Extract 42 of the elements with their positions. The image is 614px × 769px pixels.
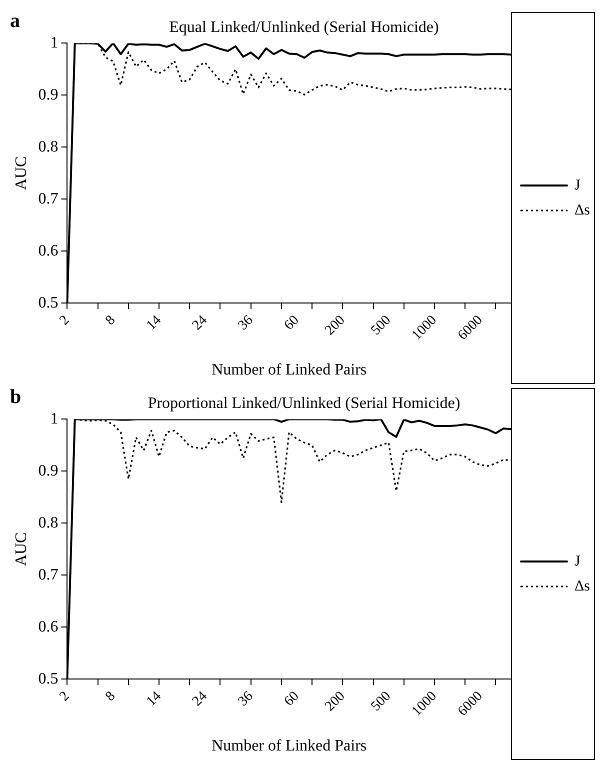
y-axis-title: AUC — [12, 532, 30, 566]
x-tick-label: 6000 — [455, 688, 486, 720]
y-tick-label: 0.8 — [38, 514, 58, 532]
x-tick-label: 24 — [190, 312, 210, 334]
legend-label: J — [574, 553, 581, 570]
x-tick-label: 500 — [368, 688, 394, 714]
chart-title: Equal Linked/Unlinked (Serial Homicide) — [169, 18, 439, 36]
x-tick-label: 8 — [102, 312, 119, 328]
y-tick-label: 0.7 — [38, 190, 58, 208]
legend-label: Δs — [574, 202, 590, 218]
x-tick-label: 8 — [102, 688, 119, 704]
y-tick-label: 0.5 — [38, 294, 58, 312]
y-tick-label: 0.6 — [38, 618, 58, 636]
legend-label: Δs — [574, 578, 590, 594]
legend-label: J — [574, 177, 581, 194]
y-tick-label: 1 — [50, 410, 58, 428]
x-tick-label: 200 — [322, 312, 348, 338]
y-tick-label: 1 — [50, 34, 58, 52]
text: b — [10, 386, 22, 409]
x-tick-label: 14 — [144, 688, 164, 710]
x-tick-label: 2 — [57, 688, 73, 704]
y-tick-label: 0.9 — [38, 86, 58, 104]
x-tick-label: 200 — [322, 688, 348, 714]
x-tick-label: 60 — [282, 688, 302, 710]
y-tick-label: 0.7 — [38, 566, 58, 584]
x-tick-label: 60 — [282, 312, 302, 334]
y-tick-label: 0.8 — [38, 138, 58, 156]
x-axis-title: Number of Linked Pairs — [212, 362, 367, 379]
y-tick-label: 0.6 — [38, 242, 58, 260]
y-axis-title: AUC — [12, 156, 30, 190]
text: a — [10, 10, 20, 33]
x-axis-title: Number of Linked Pairs — [212, 738, 367, 755]
x-tick-label: 6000 — [455, 312, 486, 344]
x-tick-label: 14 — [144, 312, 164, 334]
x-tick-label: 500 — [368, 312, 394, 338]
x-tick-label: 36 — [236, 312, 256, 334]
y-tick-label: 0.9 — [38, 462, 58, 480]
y-tick-label: 0.5 — [38, 670, 58, 688]
x-tick-label: 36 — [236, 688, 256, 710]
x-tick-label: 24 — [190, 688, 210, 710]
x-tick-label: 2 — [57, 312, 73, 328]
chart-title: Proportional Linked/Unlinked (Serial Homicide) — [148, 394, 460, 412]
